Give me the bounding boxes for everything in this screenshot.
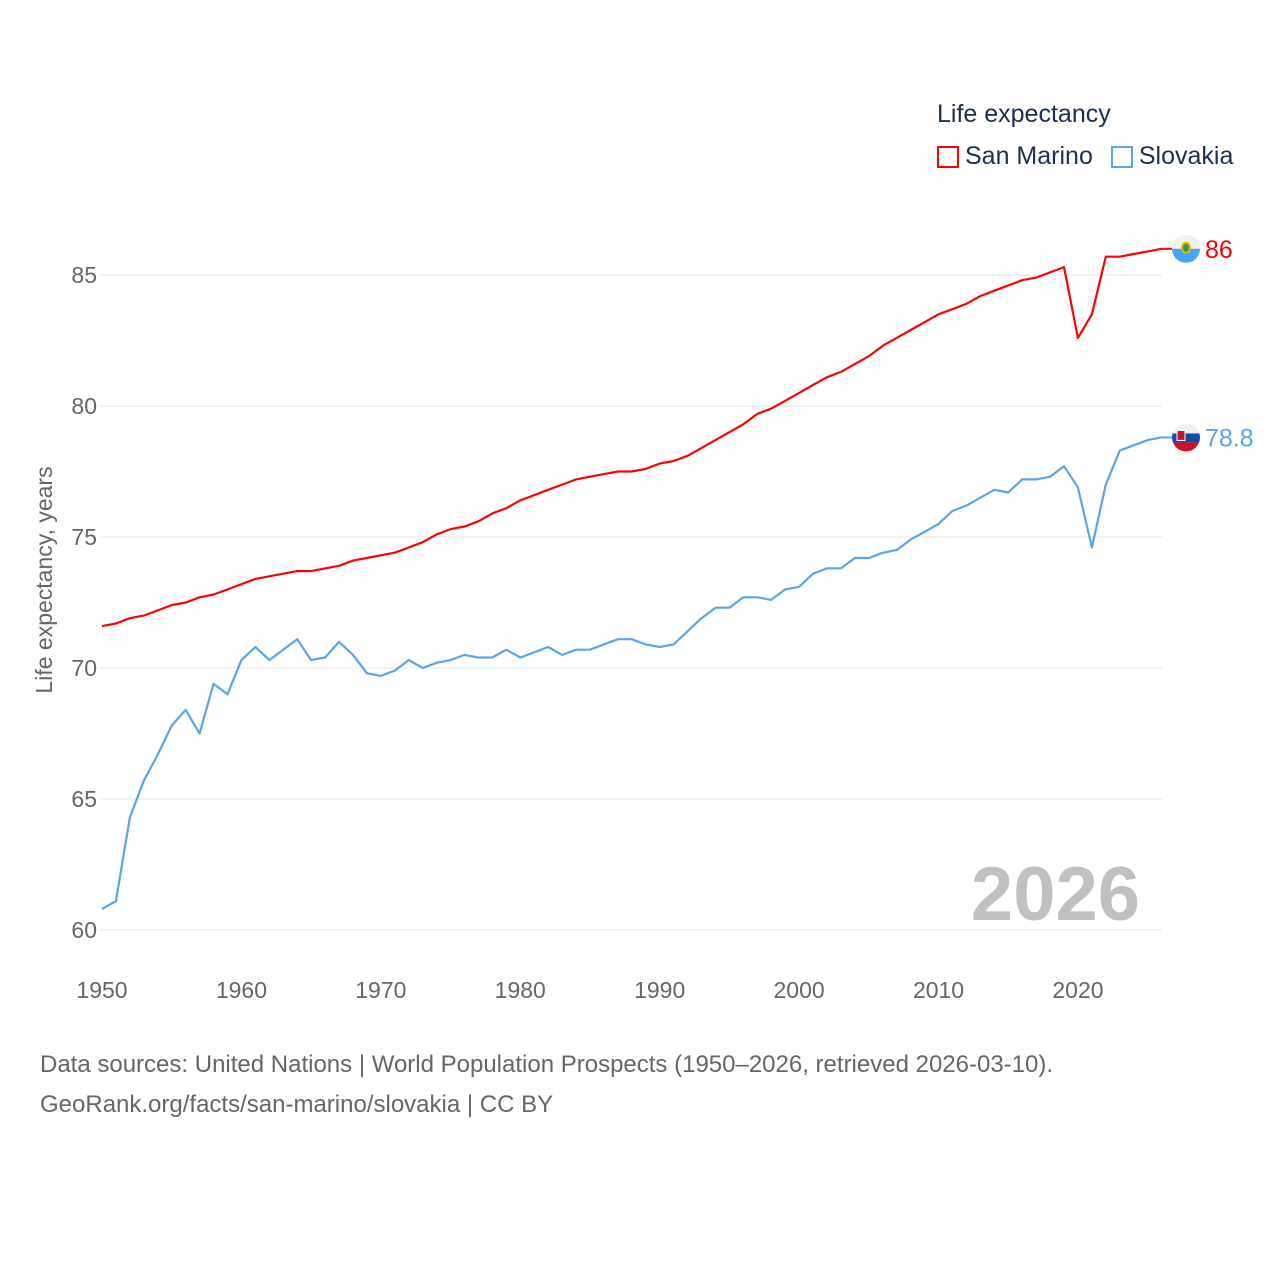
source-note: Data sources: United Nations | World Pop…	[40, 1045, 1053, 1125]
y-tick-label: 80	[71, 393, 97, 419]
x-tick-label: 1980	[495, 977, 546, 1003]
x-tick-label: 1990	[634, 977, 685, 1003]
y-axis-label: Life expectancy, years	[31, 466, 57, 693]
legend-label: Slovakia	[1138, 142, 1234, 170]
legend-swatch-san-marino	[937, 145, 959, 168]
flag-emblem	[1181, 241, 1191, 254]
x-tick-label: 1950	[76, 977, 127, 1003]
flag-icon	[1172, 234, 1200, 263]
legend-title: Life expectancy	[937, 100, 1111, 128]
y-tick-label: 75	[71, 524, 97, 550]
x-tick-label: 2010	[913, 977, 964, 1003]
x-tick-label: 1960	[216, 977, 267, 1003]
legend-item-san-marino[interactable]: San Marino	[937, 142, 1093, 171]
year-watermark: 2026	[971, 852, 1140, 937]
series-line-slovakia	[101, 436, 1162, 910]
source-line-1: Data sources: United Nations | World Pop…	[40, 1051, 1054, 1078]
flag-emblem	[1176, 429, 1186, 441]
flag-stripe	[1172, 248, 1200, 263]
flag-stripe	[1172, 433, 1200, 443]
flag-stripe	[1172, 442, 1200, 452]
y-tick-label: 70	[71, 655, 97, 681]
end-value-label: 86	[1205, 236, 1233, 264]
series-line-san-marino	[101, 247, 1162, 628]
x-tick-label: 2000	[774, 977, 825, 1003]
end-value-label: 78.8	[1205, 424, 1254, 452]
y-tick-label: 65	[71, 786, 97, 812]
legend-label: San Marino	[965, 142, 1093, 170]
source-link[interactable]: GeoRank.org/facts/san-marino/slovakia | …	[40, 1091, 554, 1118]
flag-icon	[1172, 423, 1200, 452]
y-tick-label: 60	[71, 917, 97, 943]
legend: San Marino Slovakia	[937, 142, 1233, 171]
x-tick-label: 1970	[355, 977, 406, 1003]
legend-item-slovakia[interactable]: Slovakia	[1110, 142, 1234, 171]
flag-stripe	[1172, 423, 1200, 434]
x-tick-label: 2020	[1052, 977, 1103, 1003]
legend-swatch-slovakia	[1110, 145, 1133, 168]
y-tick-label: 85	[71, 262, 97, 288]
